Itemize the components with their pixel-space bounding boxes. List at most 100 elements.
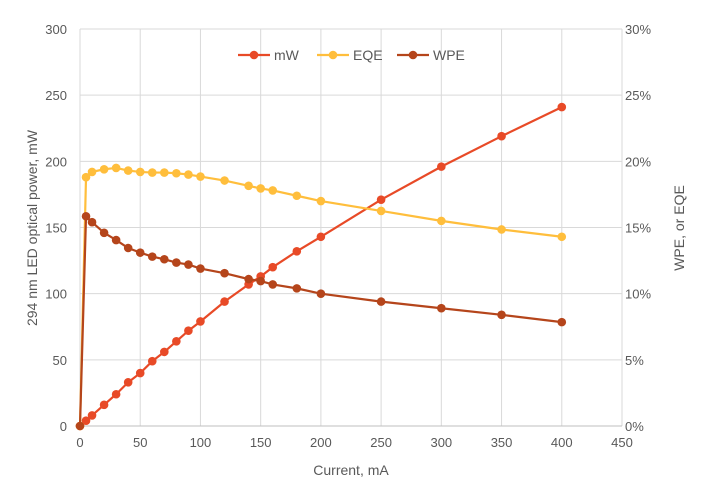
data-point-eqe [268, 186, 278, 195]
data-point-wpe [376, 297, 386, 306]
data-point-mw [316, 232, 326, 242]
data-point-mw [268, 262, 278, 272]
data-point-wpe [256, 276, 265, 286]
data-point-wpe [75, 421, 85, 431]
data-point-eqe [81, 172, 91, 182]
data-point-wpe [99, 228, 109, 238]
data-point-mw [292, 247, 302, 256]
data-point-eqe [99, 164, 109, 174]
y-tick-label: 50 [53, 353, 67, 368]
series-wpe [75, 211, 567, 431]
data-point-wpe [160, 254, 169, 264]
y-tick-label: 300 [45, 22, 67, 37]
y-tick-label: 0 [60, 419, 67, 434]
data-point-eqe [111, 163, 121, 173]
data-point-mw [123, 378, 133, 387]
data-point-eqe [135, 167, 145, 177]
gridlines [79, 28, 623, 427]
data-point-wpe [497, 310, 506, 320]
data-point-mw [111, 389, 121, 399]
data-point-mw [497, 131, 506, 141]
data-point-wpe [147, 252, 157, 261]
data-point-eqe [292, 191, 302, 201]
data-point-mw [87, 411, 97, 420]
legend-item-eqe: EQE [317, 47, 383, 63]
data-point-eqe [316, 196, 326, 206]
data-point-eqe [376, 206, 386, 216]
y2-axis-label: WPE, or EQE [671, 185, 687, 271]
y-tick-label: 250 [45, 88, 67, 103]
data-point-mw [160, 347, 169, 357]
y-tick-label: 200 [45, 154, 67, 169]
series-mw [75, 102, 567, 431]
y2-tick-label: 25% [625, 88, 651, 103]
legend-label: EQE [353, 47, 383, 63]
data-point-eqe [437, 216, 446, 226]
data-point-mw [172, 337, 181, 346]
data-point-mw [220, 297, 229, 306]
x-tick-label: 350 [491, 435, 513, 450]
legend-item-wpe: WPE [397, 47, 465, 63]
x-tick-label: 450 [611, 435, 633, 450]
data-point-wpe [557, 317, 567, 327]
y2-tick-label: 20% [625, 154, 651, 169]
legend-marker [249, 50, 259, 60]
data-point-wpe [81, 211, 91, 221]
data-point-wpe [135, 248, 145, 257]
series-line-wpe [78, 213, 562, 427]
data-point-mw [437, 162, 446, 171]
x-tick-label: 100 [190, 435, 212, 450]
data-point-wpe [292, 284, 302, 293]
x-tick-label: 0 [76, 435, 83, 450]
legend-item-mw: mW [238, 47, 300, 63]
y2-tick-label: 10% [625, 287, 651, 302]
data-point-mw [99, 400, 109, 410]
x-tick-label: 150 [250, 435, 272, 450]
data-point-eqe [172, 168, 181, 178]
data-point-eqe [244, 181, 253, 191]
legend: mW EQE WPE [238, 47, 465, 63]
data-point-wpe [172, 258, 181, 267]
data-point-eqe [147, 168, 157, 177]
data-point-eqe [256, 184, 265, 193]
data-point-wpe [87, 217, 97, 227]
data-point-wpe [111, 235, 121, 245]
y2-tick-label: 30% [625, 22, 651, 37]
data-point-mw [557, 102, 567, 112]
data-point-wpe [316, 289, 326, 298]
data-point-wpe [437, 303, 446, 313]
data-point-eqe [160, 168, 169, 177]
data-point-mw [147, 356, 157, 366]
x-tick-label: 200 [310, 435, 332, 450]
x-tick-label: 250 [370, 435, 392, 450]
data-point-wpe [184, 260, 193, 269]
data-point-mw [376, 195, 386, 205]
data-point-eqe [557, 232, 567, 242]
data-point-wpe [220, 268, 229, 278]
data-point-mw [135, 368, 145, 378]
x-tick-label: 400 [551, 435, 573, 450]
x-tick-label: 300 [430, 435, 452, 450]
data-point-mw [81, 416, 91, 426]
series-line-eqe [78, 166, 562, 427]
data-point-eqe [220, 176, 229, 185]
y2-tick-label: 5% [625, 353, 644, 368]
legend-label: mW [274, 47, 300, 63]
data-point-eqe [497, 225, 506, 234]
series-line-mw [79, 106, 563, 427]
tick-labels: 0 50 100 150 200 250 300 350 400 450 0 50 100 150 200 2… [45, 22, 651, 450]
data-point-eqe [123, 166, 133, 175]
data-point-eqe [196, 172, 205, 181]
y2-tick-label: 0% [625, 419, 644, 434]
legend-label: WPE [433, 47, 465, 63]
legend-marker [328, 50, 338, 60]
data-point-mw [196, 317, 205, 326]
data-point-wpe [196, 264, 205, 273]
y-axis-label: 294 nm LED optical power, mW [24, 129, 40, 326]
y-tick-label: 100 [45, 287, 67, 302]
data-point-eqe [184, 170, 193, 179]
x-tick-label: 50 [133, 435, 147, 450]
data-point-wpe [123, 243, 133, 253]
y2-tick-label: 15% [625, 221, 651, 236]
